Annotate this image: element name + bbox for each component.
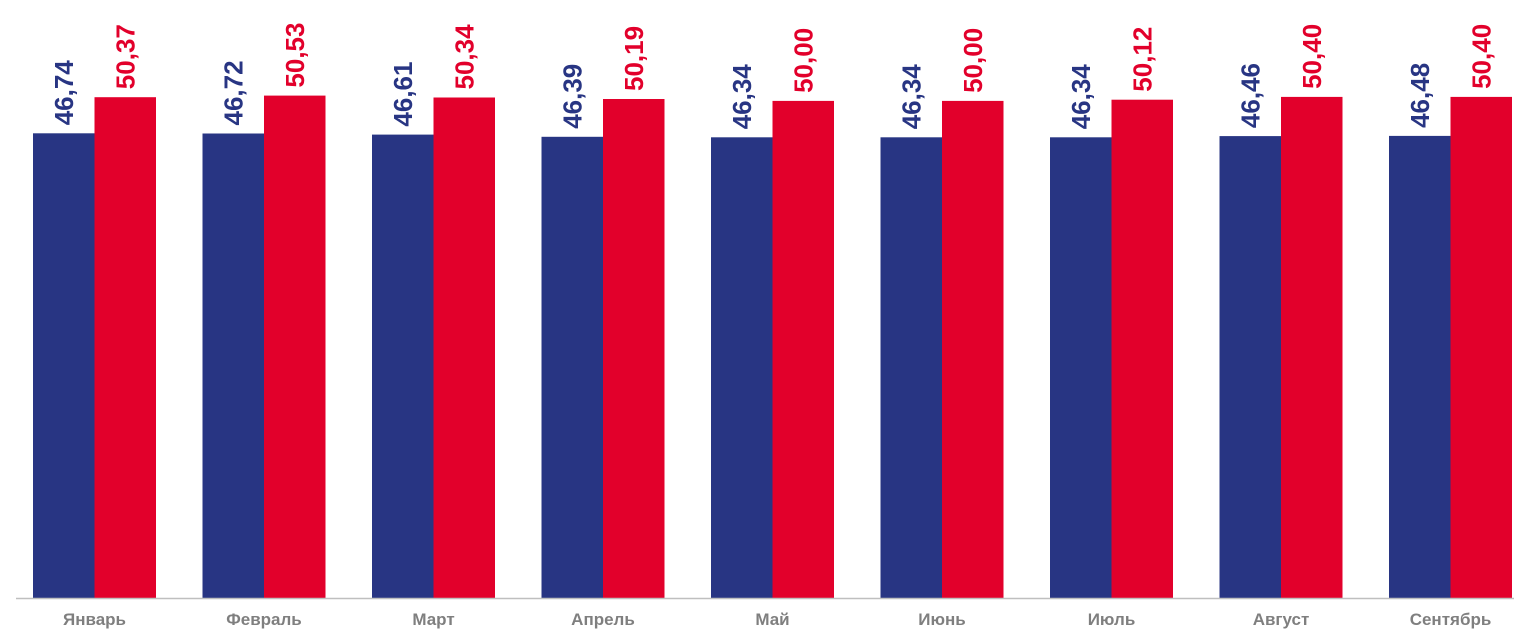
x-tick-label-1: Январь	[63, 610, 126, 629]
value-label-series2-8: 50,40	[1297, 24, 1327, 89]
value-label-series1-8: 46,46	[1235, 63, 1265, 128]
x-tick-label-4: Апрель	[571, 610, 635, 629]
value-label-series1-7: 46,34	[1066, 64, 1096, 130]
value-label-series2-4: 50,19	[619, 26, 649, 91]
bar-series1-1	[33, 133, 95, 599]
value-label-series1-6: 46,34	[896, 64, 926, 130]
x-tick-label-3: Март	[412, 610, 454, 629]
value-label-series2-3: 50,34	[449, 24, 479, 90]
x-tick-label-7: Июль	[1088, 610, 1136, 629]
value-label-series2-2: 50,53	[280, 23, 310, 88]
bar-series1-8	[1219, 136, 1281, 598]
value-label-series2-6: 50,00	[958, 28, 988, 93]
bar-series1-7	[1050, 137, 1112, 599]
value-label-series2-5: 50,00	[788, 28, 818, 93]
bar-series1-6	[880, 137, 942, 599]
bar-series2-7	[1111, 99, 1173, 598]
bar-series1-4	[541, 136, 603, 599]
value-label-series1-9: 46,48	[1405, 63, 1435, 128]
x-tick-label-6: Июнь	[918, 610, 965, 629]
value-label-series2-1: 50,37	[110, 24, 140, 89]
bar-series2-3	[433, 97, 495, 598]
value-label-series2-9: 50,40	[1466, 24, 1496, 89]
bar-series2-6	[942, 100, 1004, 599]
value-label-series2-7: 50,12	[1127, 27, 1157, 92]
value-label-series1-4: 46,39	[557, 64, 587, 129]
bar-series1-2	[202, 133, 264, 598]
bar-series2-5	[772, 100, 834, 599]
x-tick-label-8: Август	[1253, 610, 1310, 629]
x-tick-label-9: Сентябрь	[1410, 610, 1492, 629]
bar-series2-1	[94, 97, 156, 598]
x-tick-label-2: Февраль	[226, 610, 302, 629]
value-label-series1-5: 46,34	[727, 64, 757, 130]
bar-series2-8	[1281, 96, 1343, 599]
bar-series2-9	[1450, 96, 1512, 599]
value-label-series1-1: 46,74	[49, 60, 79, 126]
x-tick-label-5: Май	[755, 610, 789, 629]
bar-series1-5	[711, 137, 773, 599]
bar-series2-2	[264, 95, 326, 598]
bar-series1-9	[1389, 135, 1451, 598]
value-label-series1-2: 46,72	[218, 60, 248, 125]
bar-series1-3	[372, 134, 434, 598]
bar-series2-4	[603, 99, 665, 598]
value-label-series1-3: 46,61	[388, 62, 418, 127]
